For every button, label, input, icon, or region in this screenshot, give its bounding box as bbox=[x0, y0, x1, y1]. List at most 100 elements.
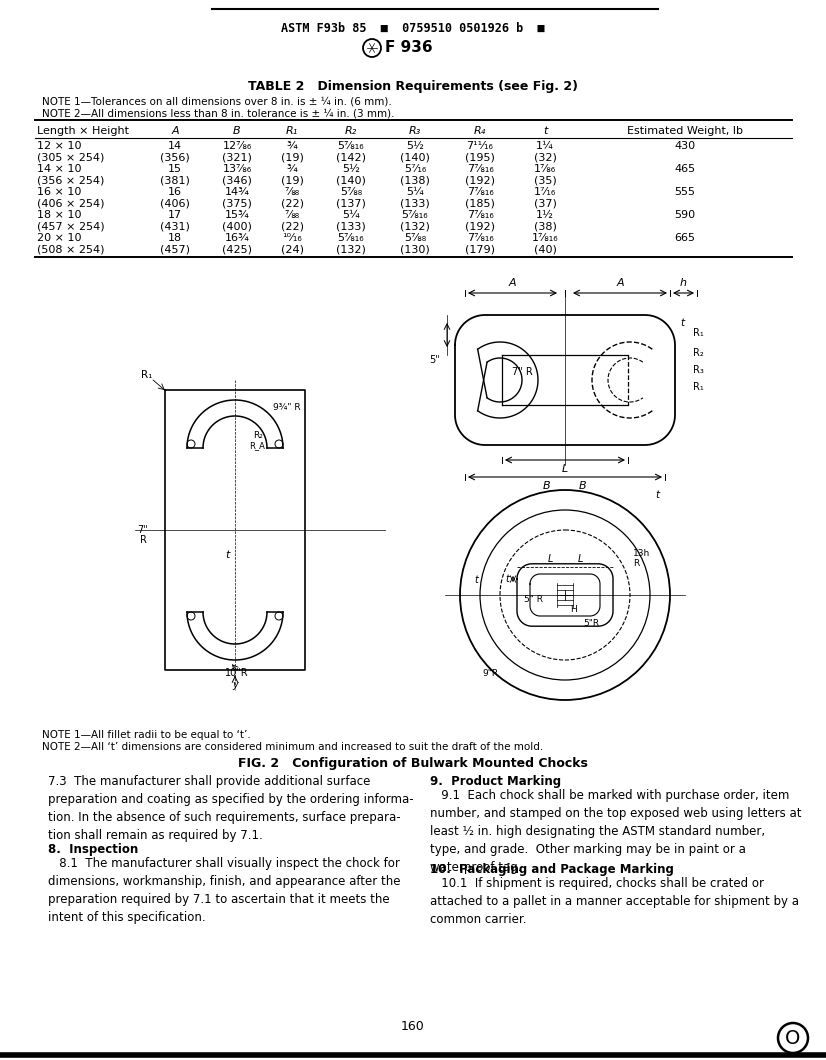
Text: H: H bbox=[570, 605, 577, 615]
Text: 7⅞₁₆: 7⅞₁₆ bbox=[467, 233, 493, 243]
Text: 16 × 10: 16 × 10 bbox=[37, 187, 82, 197]
Text: 8.1  The manufacturer shall visually inspect the chock for
dimensions, workmansh: 8.1 The manufacturer shall visually insp… bbox=[48, 856, 401, 924]
Text: (132): (132) bbox=[400, 222, 430, 231]
Text: 590: 590 bbox=[675, 210, 695, 220]
Text: (32): (32) bbox=[534, 153, 557, 162]
Text: R₂: R₂ bbox=[345, 126, 357, 136]
Text: L: L bbox=[562, 464, 568, 474]
Text: R₁: R₁ bbox=[693, 382, 704, 392]
Text: 7.3  The manufacturer shall provide additional surface
preparation and coating a: 7.3 The manufacturer shall provide addit… bbox=[48, 775, 414, 842]
Text: L: L bbox=[548, 554, 553, 564]
Text: 13⅞₆: 13⅞₆ bbox=[222, 164, 252, 174]
Text: 18: 18 bbox=[168, 233, 182, 243]
Text: (381): (381) bbox=[160, 176, 190, 186]
Text: (356): (356) bbox=[160, 153, 190, 162]
Text: B: B bbox=[233, 126, 241, 136]
Text: R₃: R₃ bbox=[693, 365, 704, 375]
Text: (406 × 254): (406 × 254) bbox=[37, 198, 105, 209]
Text: 7¹¹⁄₁₆: 7¹¹⁄₁₆ bbox=[467, 141, 493, 151]
Text: 465: 465 bbox=[675, 164, 695, 174]
Text: Estimated Weight, lb: Estimated Weight, lb bbox=[627, 126, 743, 136]
Text: (22): (22) bbox=[281, 222, 303, 231]
Text: 14¾: 14¾ bbox=[225, 187, 249, 197]
Text: (142): (142) bbox=[336, 153, 366, 162]
Text: (137): (137) bbox=[336, 198, 366, 209]
Text: 15: 15 bbox=[168, 164, 182, 174]
Text: ¾: ¾ bbox=[287, 164, 297, 174]
Text: A: A bbox=[509, 278, 516, 288]
Text: (508 × 254): (508 × 254) bbox=[37, 245, 105, 254]
Text: 5" R: 5" R bbox=[524, 596, 543, 604]
Text: t: t bbox=[474, 575, 478, 585]
Text: 16: 16 bbox=[168, 187, 182, 197]
Text: 7⅞₁₆: 7⅞₁₆ bbox=[467, 210, 493, 220]
Text: ¹⁰⁄₁₆: ¹⁰⁄₁₆ bbox=[282, 233, 301, 243]
Text: 10"R: 10"R bbox=[225, 668, 249, 678]
Text: h: h bbox=[680, 278, 687, 288]
Text: (37): (37) bbox=[534, 198, 557, 209]
Text: R₁: R₁ bbox=[141, 370, 153, 379]
Text: 5⅞₈: 5⅞₈ bbox=[404, 233, 426, 243]
Text: TABLE 2   Dimension Requirements (see Fig. 2): TABLE 2 Dimension Requirements (see Fig.… bbox=[248, 80, 578, 93]
Text: (140): (140) bbox=[336, 176, 366, 186]
Text: R₄: R₄ bbox=[474, 126, 487, 136]
Text: 5¼: 5¼ bbox=[342, 210, 360, 220]
Text: (133): (133) bbox=[336, 222, 366, 231]
Text: (195): (195) bbox=[465, 153, 495, 162]
Text: (22): (22) bbox=[281, 198, 303, 209]
Text: 5"R: 5"R bbox=[583, 618, 599, 628]
Text: B: B bbox=[544, 481, 551, 491]
Text: 555: 555 bbox=[675, 187, 695, 197]
Text: (321): (321) bbox=[222, 153, 252, 162]
Text: 12 × 10: 12 × 10 bbox=[37, 141, 82, 151]
Text: 12⅞₆: 12⅞₆ bbox=[222, 141, 252, 151]
Text: 16¾: 16¾ bbox=[225, 233, 249, 243]
Text: (140): (140) bbox=[400, 153, 430, 162]
Text: (457 × 254): (457 × 254) bbox=[37, 222, 105, 231]
Text: (179): (179) bbox=[465, 245, 495, 254]
Text: 10.1  If shipment is required, chocks shall be crated or
attached to a pallet in: 10.1 If shipment is required, chocks sha… bbox=[430, 877, 799, 926]
Text: t: t bbox=[655, 490, 659, 500]
Text: 430: 430 bbox=[675, 141, 695, 151]
Text: 5⅞₁₆: 5⅞₁₆ bbox=[401, 210, 429, 220]
Text: 5⁷⁄₁₆: 5⁷⁄₁₆ bbox=[404, 164, 426, 174]
Text: ¾: ¾ bbox=[287, 141, 297, 151]
Text: FIG. 2   Configuration of Bulwark Mounted Chocks: FIG. 2 Configuration of Bulwark Mounted … bbox=[238, 757, 588, 770]
Text: A: A bbox=[171, 126, 178, 136]
Text: 14: 14 bbox=[168, 141, 182, 151]
Text: L: L bbox=[577, 554, 582, 564]
Text: (133): (133) bbox=[400, 198, 430, 209]
Text: (38): (38) bbox=[534, 222, 557, 231]
Text: (406): (406) bbox=[160, 198, 190, 209]
Text: 9¾" R: 9¾" R bbox=[273, 404, 301, 412]
Text: 7⅞₁₆: 7⅞₁₆ bbox=[467, 187, 493, 197]
Text: 9"R: 9"R bbox=[482, 669, 498, 677]
Text: 1⅞₁₆: 1⅞₁₆ bbox=[532, 233, 558, 243]
Text: (425): (425) bbox=[222, 245, 252, 254]
Text: 9.1  Each chock shall be marked with purchase order, item
number, and stamped on: 9.1 Each chock shall be marked with purc… bbox=[430, 789, 801, 874]
Text: 665: 665 bbox=[675, 233, 695, 243]
Text: R₁: R₁ bbox=[286, 126, 298, 136]
Text: 17: 17 bbox=[168, 210, 182, 220]
Text: F 936: F 936 bbox=[385, 40, 433, 55]
Text: (375): (375) bbox=[222, 198, 252, 209]
Text: (130): (130) bbox=[400, 245, 430, 254]
Text: 7": 7" bbox=[138, 525, 149, 535]
Text: 13h: 13h bbox=[633, 548, 650, 558]
Text: (35): (35) bbox=[534, 176, 557, 186]
Text: (192): (192) bbox=[465, 222, 495, 231]
Text: R: R bbox=[633, 559, 639, 567]
Text: O: O bbox=[786, 1028, 800, 1047]
Text: 5¼: 5¼ bbox=[406, 187, 424, 197]
Text: (185): (185) bbox=[465, 198, 495, 209]
Text: Length × Height: Length × Height bbox=[37, 126, 129, 136]
Text: R_A: R_A bbox=[249, 442, 265, 450]
Text: R: R bbox=[140, 535, 146, 545]
Text: (138): (138) bbox=[400, 176, 430, 186]
Text: 7⅞₁₆: 7⅞₁₆ bbox=[467, 164, 493, 174]
Text: (132): (132) bbox=[336, 245, 366, 254]
Text: B: B bbox=[579, 481, 586, 491]
Text: 8.  Inspection: 8. Inspection bbox=[48, 843, 138, 856]
Text: (356 × 254): (356 × 254) bbox=[37, 176, 104, 186]
Text: 7" R: 7" R bbox=[512, 367, 533, 377]
